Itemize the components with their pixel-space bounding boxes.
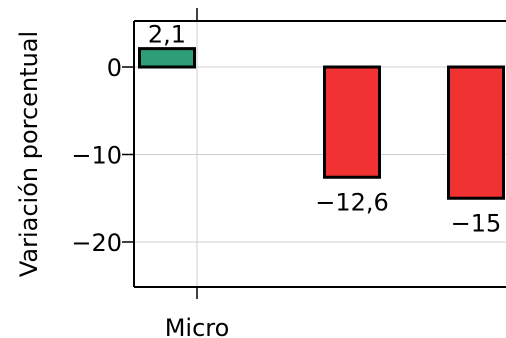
bar-value-label: −15 — [451, 209, 502, 237]
y-tick-label: 0 — [107, 54, 122, 82]
bar — [447, 65, 505, 200]
y-axis-label: Variación porcentual — [15, 31, 43, 277]
bar-value-label: −12,6 — [315, 188, 389, 216]
y-ticks-group: 0 −10 −20 — [71, 54, 134, 257]
y-tick-label: −20 — [71, 229, 122, 257]
y-tick-label: −10 — [71, 142, 122, 170]
bars-group — [138, 47, 505, 200]
data-labels-group: 2,1 −12,6 −15 — [148, 21, 501, 238]
bar — [138, 47, 196, 69]
bar-value-label: 2,1 — [148, 21, 186, 49]
x-ticks-group: Micro — [165, 8, 230, 338]
x-tick-label: Micro — [165, 314, 230, 338]
bar — [323, 65, 381, 179]
